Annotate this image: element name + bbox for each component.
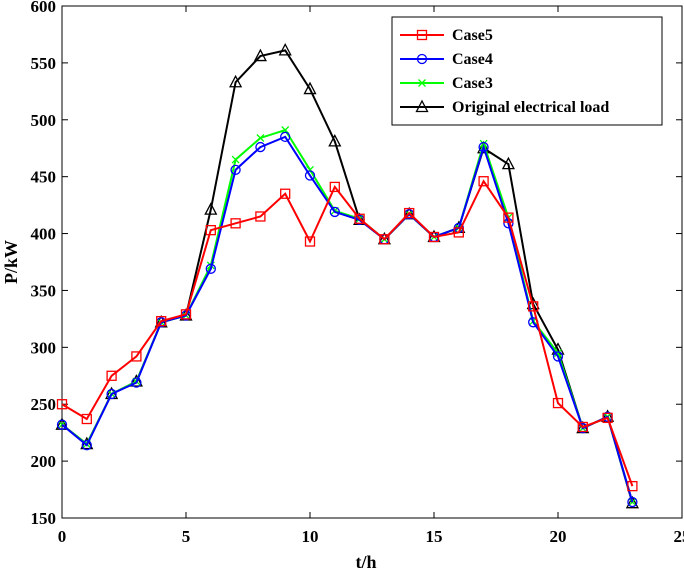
- y-tick-label: 300: [31, 338, 57, 357]
- y-tick-label: 450: [31, 168, 57, 187]
- x-tick-label: 25: [674, 527, 684, 546]
- x-axis-label: t/h: [355, 552, 376, 572]
- x-tick-label: 10: [302, 527, 319, 546]
- y-tick-label: 200: [31, 452, 57, 471]
- legend-label-case3: Case3: [452, 75, 493, 92]
- series-case4: [58, 132, 637, 506]
- y-tick-label: 400: [31, 225, 57, 244]
- x-tick-label: 15: [426, 527, 443, 546]
- legend: Case5 Case4 Case3 Original electrical load: [392, 17, 662, 125]
- y-tick-label: 350: [31, 281, 57, 300]
- x-tick-label: 0: [58, 527, 67, 546]
- series-line-case3: [62, 130, 632, 502]
- y-tick-label: 550: [31, 54, 57, 73]
- x-tick-label: 5: [182, 527, 191, 546]
- y-tick-label: 500: [31, 111, 57, 130]
- y-tick-label: 150: [31, 509, 57, 528]
- x-tick-label: 20: [550, 527, 567, 546]
- legend-label-case5: Case5: [452, 27, 493, 44]
- y-axis-label: P/kW: [1, 240, 21, 284]
- legend-label-case4: Case4: [452, 51, 493, 68]
- series-line-case5: [62, 181, 632, 486]
- legend-label-original-electrical-load: Original electrical load: [452, 99, 609, 116]
- y-tick-label: 250: [31, 395, 57, 414]
- y-tick-label: 600: [31, 0, 57, 16]
- series-line-case4: [62, 137, 632, 502]
